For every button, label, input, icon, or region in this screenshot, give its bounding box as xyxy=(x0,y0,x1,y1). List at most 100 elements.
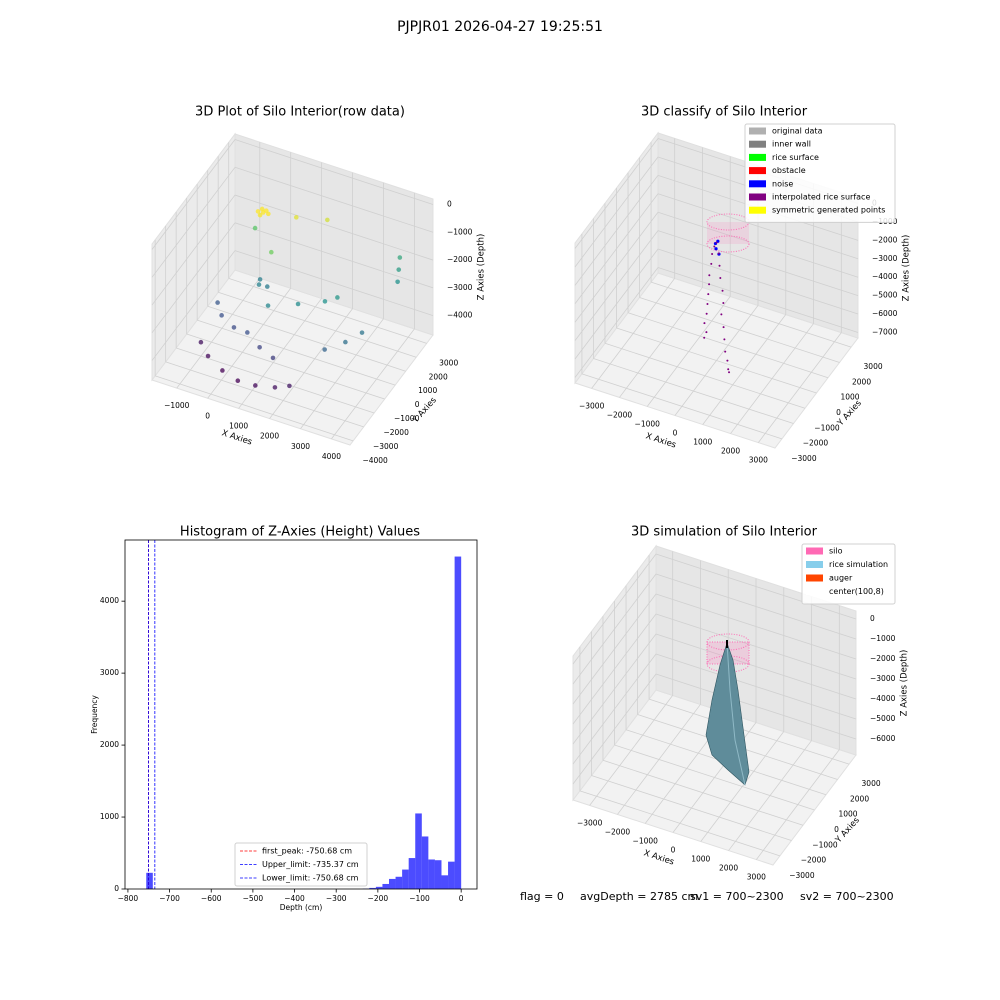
grid-line xyxy=(186,333,385,400)
point xyxy=(253,383,258,388)
point xyxy=(259,206,265,212)
point xyxy=(717,252,720,255)
x-tick-label: −3000 xyxy=(579,401,605,410)
grid-line xyxy=(165,361,364,428)
grid-line xyxy=(151,139,236,250)
grid-line xyxy=(655,653,857,720)
y-tick-label: 1000 xyxy=(838,810,857,819)
point xyxy=(396,267,402,272)
bar xyxy=(408,858,416,889)
point xyxy=(335,295,340,300)
bar xyxy=(389,878,396,889)
grid-line xyxy=(574,267,659,378)
grid-line xyxy=(572,653,657,765)
x-tick-label: 3000 xyxy=(749,456,768,465)
point xyxy=(260,210,266,215)
bar xyxy=(415,813,422,889)
x-tick-label: −3000 xyxy=(577,818,603,827)
bar xyxy=(395,876,403,889)
grid-line xyxy=(602,759,804,826)
point xyxy=(257,344,262,350)
y-tick-label: −2000 xyxy=(803,439,829,448)
x-tick-label: −600 xyxy=(201,894,222,903)
z-tick-label: −2000 xyxy=(870,654,896,663)
grid-line xyxy=(572,553,657,665)
point xyxy=(359,330,365,335)
grid-line xyxy=(234,194,434,261)
status-text: sv2 = 700~2300 xyxy=(800,890,894,903)
grid-line xyxy=(228,277,427,344)
y-axis-label: Frequency xyxy=(90,695,99,734)
y-tick-label: 1000 xyxy=(840,393,859,402)
legend-label: obstacle xyxy=(772,166,806,175)
x-tick-label: 2000 xyxy=(260,432,279,441)
legend-label: symmetric generated points xyxy=(772,206,885,215)
grid-line xyxy=(574,138,659,249)
point xyxy=(710,262,713,265)
y-tick-label: 1000 xyxy=(418,386,437,395)
grid-line xyxy=(655,573,857,640)
y-tick-label: 0 xyxy=(415,400,420,409)
y-tick-label: 3000 xyxy=(864,362,883,371)
point xyxy=(257,212,263,218)
x-tick-label: 4000 xyxy=(322,452,341,461)
legend-swatch xyxy=(806,574,823,582)
bar xyxy=(428,859,435,889)
legend-box xyxy=(801,543,896,605)
grid-line xyxy=(591,775,792,841)
point xyxy=(714,247,718,251)
grid-line xyxy=(648,698,850,765)
y-tick-label: −3000 xyxy=(791,454,817,463)
point xyxy=(724,350,727,353)
z-tick-label: −4000 xyxy=(872,272,898,281)
x-tick-label: 0 xyxy=(671,846,676,855)
grid-line xyxy=(657,193,859,260)
bar xyxy=(448,861,455,889)
x-tick-label: 3000 xyxy=(747,873,766,882)
point xyxy=(727,368,730,371)
point xyxy=(256,282,262,287)
silo-wall xyxy=(707,222,749,244)
point xyxy=(721,289,724,292)
y-tick-label: 3000 xyxy=(439,358,458,367)
point xyxy=(706,302,709,305)
y-tick-label: 2000 xyxy=(852,377,871,386)
grid-line xyxy=(234,166,434,233)
point xyxy=(293,215,299,220)
grid-line xyxy=(572,613,657,725)
bar xyxy=(434,860,442,889)
grid-line xyxy=(574,193,659,305)
y-tick-label: 1000 xyxy=(100,812,119,821)
x-tick-label: 1000 xyxy=(691,855,710,864)
x-tick-label: −100 xyxy=(409,894,430,903)
point xyxy=(325,217,330,223)
z-tick-label: −7000 xyxy=(872,327,898,336)
bar xyxy=(441,875,449,889)
z-tick-label: −5000 xyxy=(872,291,898,300)
grid-line xyxy=(574,175,659,286)
grid-line xyxy=(655,633,857,700)
legend-swatch xyxy=(749,206,766,214)
point xyxy=(287,383,292,389)
point xyxy=(343,339,348,345)
point xyxy=(269,249,274,255)
y-tick-label: 2000 xyxy=(850,794,869,803)
grid-line xyxy=(151,250,236,361)
point xyxy=(708,283,711,286)
grid-line xyxy=(593,358,794,424)
grid-line xyxy=(572,633,657,745)
y-tick-label: −1000 xyxy=(394,414,420,423)
x-tick-label: −400 xyxy=(284,894,305,903)
point xyxy=(220,368,225,373)
chart-title: 3D simulation of Silo Interior xyxy=(631,525,818,540)
suptitle: PJPJR01 2026-04-27 19:25:51 xyxy=(397,19,603,35)
rice-surface xyxy=(705,642,750,786)
point xyxy=(272,385,278,390)
point xyxy=(726,359,729,362)
y-tick-label: −4000 xyxy=(362,456,388,465)
x-tick-label: −1000 xyxy=(633,836,659,845)
grid-line xyxy=(657,230,859,297)
grid-line xyxy=(234,250,434,316)
z-tick-label: −2000 xyxy=(872,235,898,244)
chart-title: Histogram of Z-Axies (Height) Values xyxy=(180,525,420,540)
